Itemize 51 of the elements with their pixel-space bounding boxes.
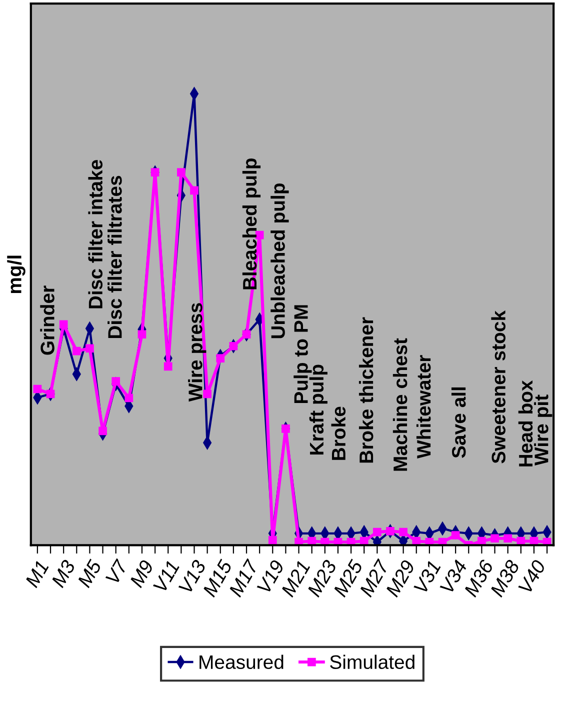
point (203, 390, 212, 398)
point (386, 527, 394, 536)
point (164, 362, 172, 371)
point (177, 168, 186, 177)
point (150, 168, 160, 177)
annotation: Wire press (188, 303, 206, 402)
point (399, 534, 408, 546)
annotation: Save all (451, 387, 466, 458)
point (268, 536, 277, 544)
annotation: Head box (518, 380, 533, 466)
annotation: Sweetener stock (491, 310, 506, 464)
point (399, 528, 408, 536)
point (59, 320, 68, 329)
annotation: Broke (331, 406, 346, 460)
point (490, 534, 499, 543)
y-axis-title: mg/l (7, 256, 26, 294)
annotation: Broke thickener (358, 317, 374, 463)
point (138, 330, 146, 339)
annotation: Disc filter intake (88, 160, 103, 308)
point (86, 344, 94, 353)
annotation: Bleached pulp (242, 158, 261, 290)
annotation: Wire pit (534, 394, 552, 466)
point (373, 528, 382, 536)
x-tick-label: V31 (413, 560, 441, 594)
legend-label: Measured (200, 654, 284, 670)
point (190, 186, 198, 195)
point (112, 377, 120, 386)
point (504, 534, 512, 543)
x-tick-label: M1 (24, 560, 49, 588)
point (229, 342, 238, 350)
point (216, 354, 225, 362)
point (242, 330, 251, 339)
point (124, 394, 134, 402)
annotation: Grinder (40, 286, 54, 355)
x-tick-label: V40 (518, 558, 546, 594)
annotation: Unbleached pulp (270, 183, 289, 338)
legend-label: Simulated (330, 654, 414, 670)
annotation: Machine chest (392, 338, 408, 471)
point (98, 426, 107, 436)
point (282, 424, 290, 433)
point (46, 390, 55, 398)
annotation: Whitewater (416, 355, 431, 458)
x-tick-label: M3 (50, 558, 76, 588)
annotation: Disc filter filtrates (108, 176, 122, 338)
x-tick-label: M5 (77, 558, 102, 588)
point (451, 531, 460, 540)
point (33, 384, 42, 394)
x-tick-label: M9 (129, 558, 154, 588)
x-tick-label: V11 (152, 560, 180, 593)
x-tick-label: V7 (105, 558, 128, 585)
point (72, 346, 81, 356)
